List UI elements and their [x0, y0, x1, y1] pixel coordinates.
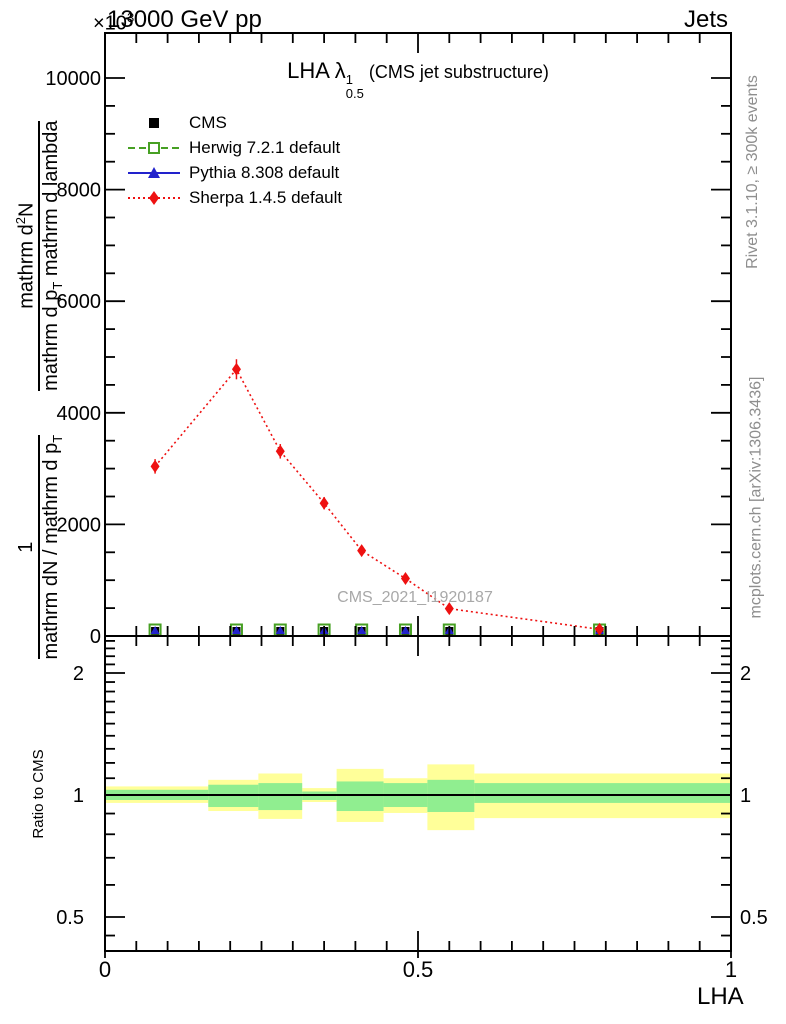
mcplots-reference-note: mcplots.cern.ch [arXiv:1306.3436] — [747, 376, 765, 619]
data-marker-clusters — [148, 623, 607, 637]
legend-label: Herwig 7.2.1 default — [189, 138, 341, 157]
pythia-marker — [357, 626, 367, 634]
diamond-filled-legend-marker — [128, 191, 180, 205]
legend: CMS Herwig 7.2.1 default Pythia 8.308 defa… — [128, 113, 343, 207]
tick-label: 8000 — [57, 180, 102, 202]
plot-title-main: LHA λ — [287, 58, 346, 83]
tick-label: 2000 — [57, 514, 102, 536]
ylabel-fraction-2: mathrm d2N mathrm d pT mathrm d lambda — [12, 120, 67, 391]
legend-item-pythia: Pythia 8.308 default — [128, 163, 342, 182]
tick-label: 0.5 — [56, 907, 84, 929]
pythia-marker — [231, 626, 241, 634]
ylabel-fraction-1: 1 mathrm dN / mathrm d pT — [14, 434, 66, 660]
pythia-marker — [275, 626, 285, 634]
lambda-exponents: 1 0.5 — [346, 73, 364, 100]
legend-label: CMS — [189, 113, 227, 132]
multiplier-exponent: 3 — [126, 10, 135, 25]
ylabel-frac1-numerator: 1 — [14, 541, 37, 553]
y-axis-label: 1 mathrm dN / mathrm d pT mathrm d2N mat… — [0, 100, 80, 680]
tick-label: 0 — [90, 626, 101, 648]
legend-label: Sherpa 1.4.5 default — [189, 188, 343, 207]
plot-title-suffix: (CMS jet substructure) — [363, 62, 549, 82]
triangle-filled-legend-marker — [128, 167, 180, 178]
legend-item-cms: CMS — [128, 113, 342, 132]
sherpa-point — [319, 496, 329, 510]
beam-energy-label: 13000 GeV pp — [107, 6, 262, 33]
sherpa-point — [595, 622, 605, 636]
ratio-green-band — [258, 783, 303, 811]
sherpa-point — [231, 362, 241, 376]
pythia-marker — [150, 626, 160, 634]
square-open-legend-marker — [128, 142, 180, 154]
square-filled-legend-marker — [149, 118, 159, 128]
x-axis-label: LHA — [697, 983, 744, 1010]
sherpa-point — [357, 544, 367, 558]
pythia-marker — [400, 626, 410, 634]
tick-label: 0.5 — [403, 957, 434, 982]
tick-label: 6000 — [57, 291, 102, 313]
tick-label: 4000 — [57, 403, 102, 425]
sherpa-point — [444, 602, 454, 616]
lambda-superscript: 1 — [345, 72, 354, 87]
tick-label: 2 — [73, 663, 84, 685]
legend-item-sherpa: Sherpa 1.4.5 default — [128, 188, 343, 207]
analysis-id-watermark: CMS_2021_I1920187 — [337, 589, 493, 606]
ratio-green-band — [336, 781, 384, 812]
ylabel-frac2-denominator: mathrm d pT mathrm d lambda — [38, 120, 67, 391]
sherpa-series — [150, 359, 605, 636]
y-axis-multiplier: ×103 — [93, 10, 135, 35]
sherpa-point — [400, 572, 410, 586]
tick-label: 1 — [740, 785, 751, 807]
sherpa-point — [150, 459, 160, 473]
topic-label: Jets — [684, 6, 729, 33]
legend-label: Pythia 8.308 default — [189, 163, 340, 182]
tick-label: 0.5 — [740, 907, 768, 929]
sherpa-point — [275, 444, 285, 458]
ylabel-frac1-denominator: mathrm dN / mathrm d pT — [37, 434, 66, 660]
tick-label: 2 — [740, 663, 751, 685]
lambda-subscript: 0.5 — [345, 85, 364, 101]
ylabel-frac2-numerator: mathrm d2N — [12, 202, 38, 309]
ratio-axis-label: Ratio to CMS — [30, 749, 47, 839]
rivet-version-note: Rivet 3.1.10, ≥ 300k events — [744, 75, 761, 269]
ratio-bands — [105, 764, 731, 831]
tick-label: 0 — [99, 957, 111, 982]
plot-title: LHA λ 1 0.5 (CMS jet substructure) — [287, 58, 549, 100]
legend-item-herwig: Herwig 7.2.1 default — [128, 138, 342, 157]
ratio-green-band — [474, 783, 731, 803]
tick-label: 1 — [725, 957, 737, 982]
tick-label: 1 — [73, 785, 84, 807]
tick-label: 10000 — [45, 68, 101, 90]
